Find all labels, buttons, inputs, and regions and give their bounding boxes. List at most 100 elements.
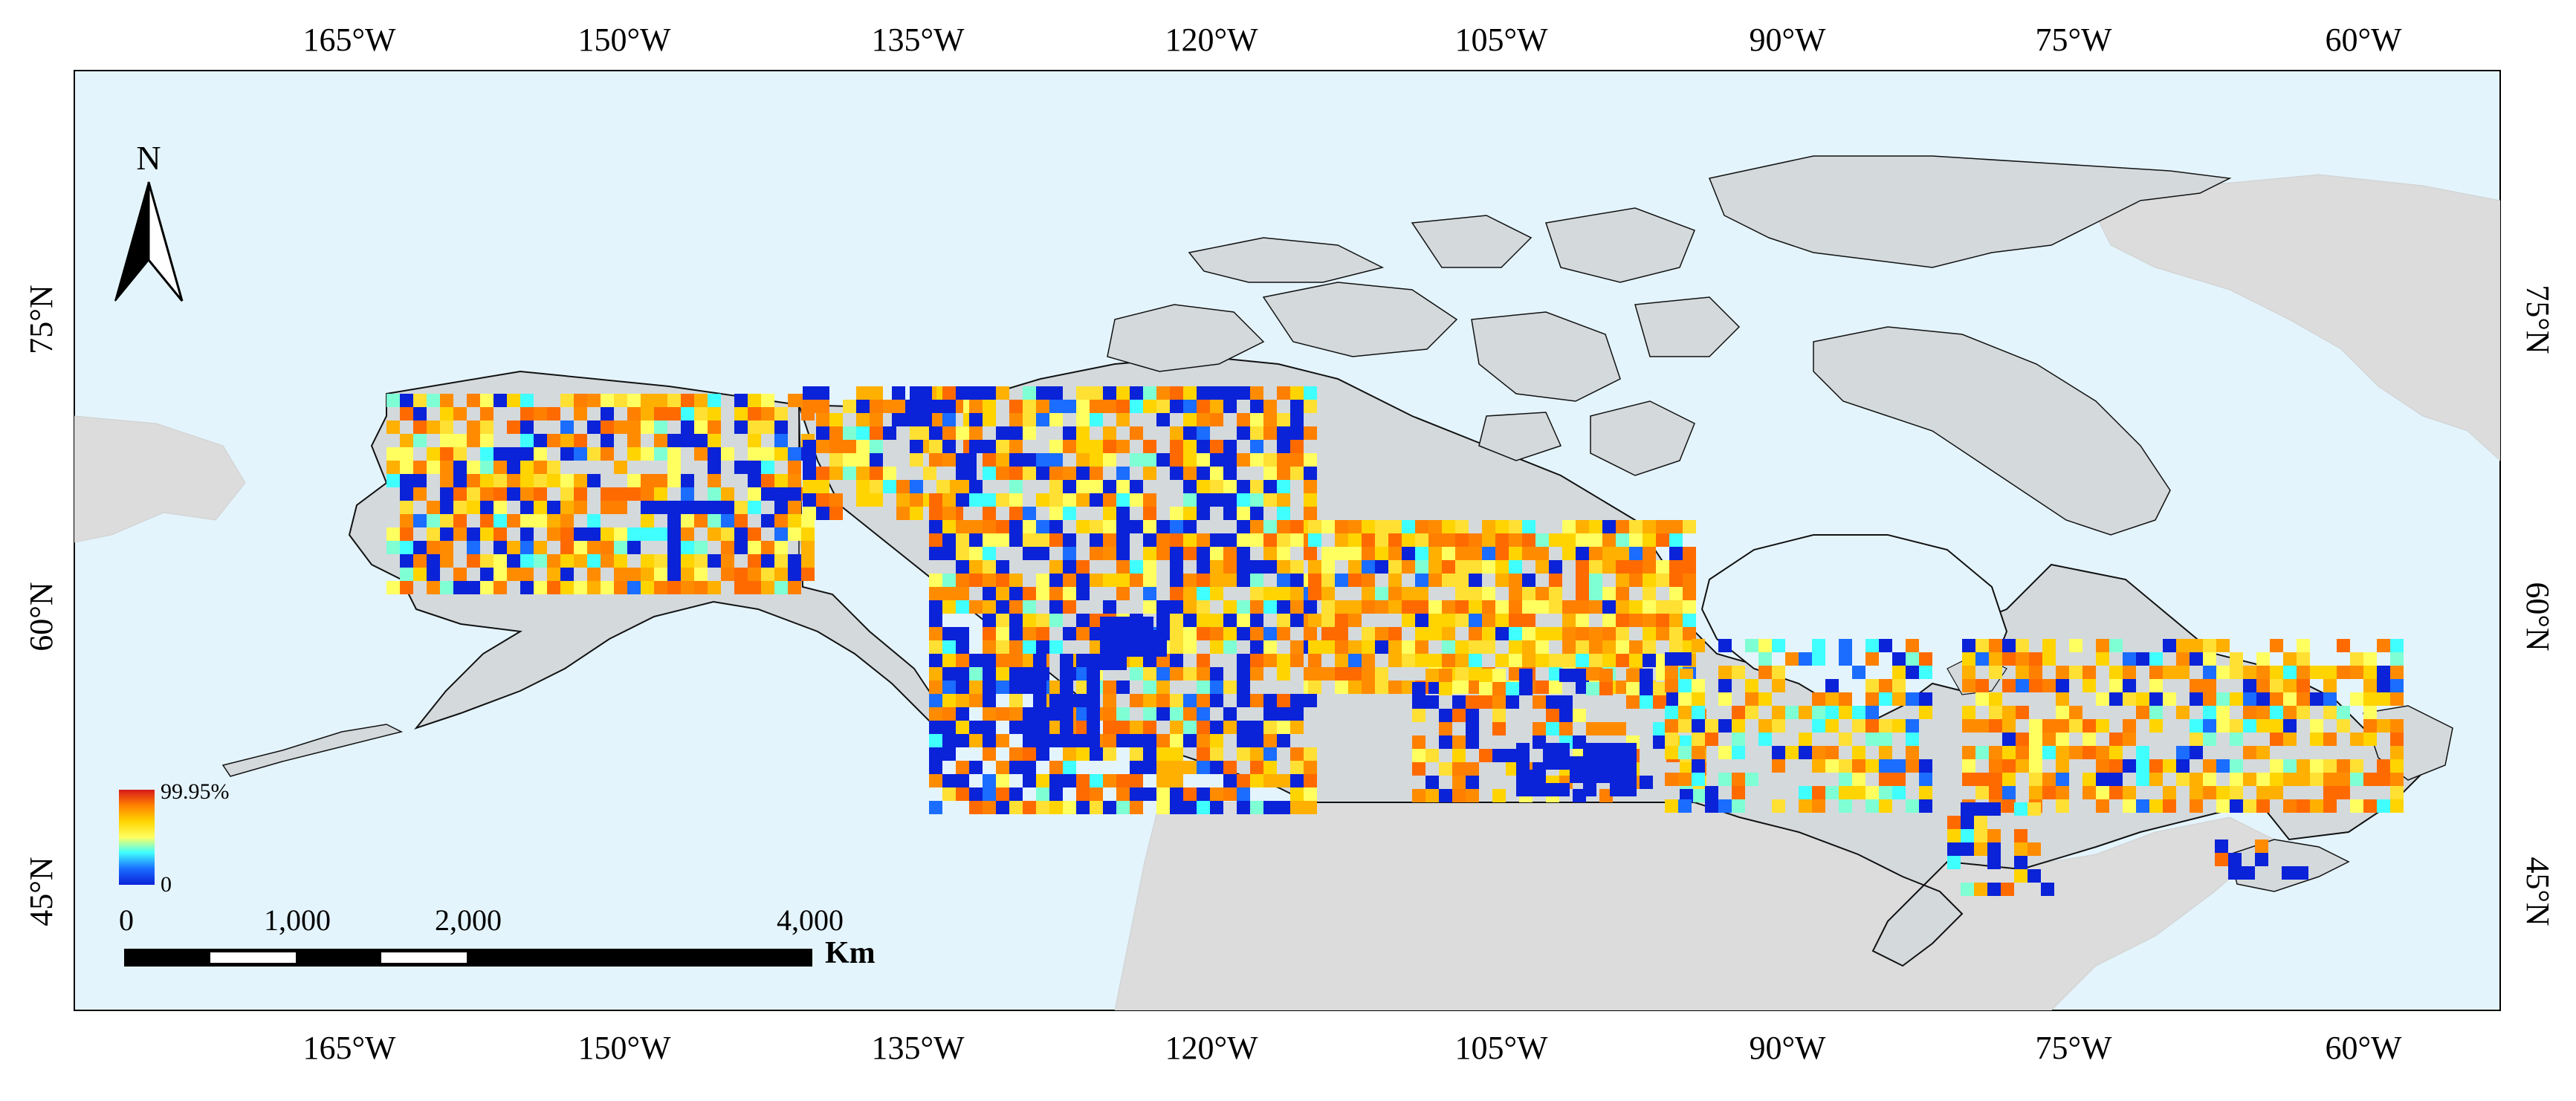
grid-cell bbox=[1533, 722, 1546, 735]
grid-cell bbox=[1277, 694, 1290, 707]
grid-cell bbox=[1678, 799, 1692, 813]
grid-cell bbox=[969, 400, 983, 413]
grid-cell bbox=[1210, 694, 1223, 707]
grid-cell bbox=[1277, 600, 1290, 614]
grid-cell bbox=[1975, 679, 1989, 692]
grid-cell bbox=[1223, 787, 1237, 801]
grid-cell bbox=[1036, 574, 1049, 587]
grid-cell bbox=[1049, 400, 1063, 413]
grid-cell bbox=[427, 501, 440, 514]
grid-cell bbox=[1362, 520, 1375, 533]
grid-cell bbox=[1492, 789, 1506, 802]
grid-cell bbox=[1060, 694, 1073, 707]
grid-cell bbox=[1656, 533, 1669, 547]
grid-cell bbox=[1452, 789, 1466, 802]
grid-cell bbox=[1415, 654, 1428, 667]
grid-cell bbox=[1049, 640, 1063, 654]
grid-cell bbox=[534, 487, 547, 501]
grid-cell bbox=[2256, 799, 2270, 813]
grid-cell bbox=[1975, 773, 1989, 786]
grid-cell bbox=[2337, 706, 2350, 719]
grid-cell bbox=[520, 407, 534, 420]
grid-cell bbox=[1772, 719, 1785, 733]
grid-cell bbox=[574, 541, 587, 554]
grid-cell bbox=[614, 568, 627, 581]
grid-cell bbox=[1237, 574, 1250, 587]
grid-cell bbox=[413, 434, 427, 447]
grid-cell bbox=[681, 541, 694, 554]
grid-cell bbox=[413, 568, 427, 581]
grid-cell bbox=[1263, 734, 1277, 747]
grid-cell bbox=[1509, 627, 1522, 640]
grid-cell bbox=[1263, 654, 1277, 667]
grid-cell bbox=[1522, 600, 1535, 614]
grid-cell bbox=[1130, 654, 1143, 667]
grid-cell bbox=[1466, 735, 1479, 749]
grid-cell bbox=[1237, 413, 1250, 426]
grid-cell bbox=[1156, 761, 1170, 774]
lon-label: 105°W bbox=[1454, 22, 1548, 58]
grid-cell bbox=[1375, 627, 1388, 640]
grid-cell bbox=[1250, 600, 1263, 614]
grid-cell bbox=[1362, 574, 1375, 587]
grid-cell bbox=[1961, 842, 1974, 856]
grid-cell bbox=[2256, 679, 2270, 692]
grid-cell bbox=[2096, 799, 2109, 813]
grid-cell bbox=[1562, 600, 1576, 614]
grid-cell bbox=[1629, 533, 1643, 547]
grid-cell bbox=[1308, 560, 1321, 574]
arctic-island bbox=[1590, 400, 1695, 476]
grid-cell bbox=[1250, 413, 1263, 426]
grid-cell bbox=[1962, 773, 1975, 786]
grid-cell bbox=[2028, 842, 2041, 856]
grid-cell bbox=[1197, 654, 1210, 667]
grid-cell bbox=[788, 487, 801, 501]
grid-cell bbox=[574, 581, 587, 594]
grid-cell bbox=[1799, 746, 1812, 759]
grid-cell bbox=[1250, 520, 1263, 533]
grid-cell bbox=[1263, 453, 1277, 467]
grid-cell bbox=[2283, 799, 2297, 813]
grid-cell bbox=[1455, 600, 1469, 614]
grid-cell bbox=[1170, 694, 1183, 707]
grid-cell bbox=[1989, 639, 2002, 652]
grid-cell bbox=[493, 447, 507, 461]
grid-cell bbox=[1962, 719, 1975, 733]
grid-cell bbox=[1308, 681, 1321, 694]
grid-cell bbox=[1197, 747, 1210, 761]
lat-label: 75°N bbox=[23, 285, 59, 354]
grid-cell bbox=[2149, 773, 2163, 786]
grid-cell bbox=[1455, 681, 1469, 694]
grid-cell bbox=[1678, 692, 1692, 706]
grid-cell bbox=[856, 493, 870, 507]
grid-cell bbox=[1210, 467, 1223, 480]
grid-cell bbox=[2323, 692, 2337, 706]
grid-cell bbox=[1210, 627, 1223, 640]
grid-cell bbox=[1573, 669, 1586, 682]
grid-cell bbox=[654, 420, 667, 434]
grid-cell bbox=[1653, 735, 1666, 749]
grid-cell bbox=[996, 600, 1009, 614]
grid-cell bbox=[983, 587, 996, 600]
grid-cell bbox=[1223, 400, 1237, 413]
grid-cell bbox=[2243, 799, 2256, 813]
grid-cell bbox=[1156, 774, 1170, 787]
grid-cell bbox=[1277, 426, 1290, 440]
grid-cell bbox=[1033, 734, 1046, 747]
grid-cell bbox=[1263, 801, 1277, 814]
grid-cell bbox=[507, 514, 520, 527]
grid-cell bbox=[929, 774, 942, 787]
grid-cell bbox=[1732, 786, 1745, 799]
grid-cell bbox=[1036, 547, 1049, 560]
grid-cell bbox=[1023, 386, 1036, 400]
grid-cell bbox=[440, 581, 453, 594]
grid-cell bbox=[2363, 652, 2377, 666]
grid-cell bbox=[1452, 776, 1466, 789]
grid-cell bbox=[2056, 733, 2069, 746]
grid-cell bbox=[1277, 574, 1290, 587]
grid-cell bbox=[2350, 799, 2363, 813]
grid-cell bbox=[942, 787, 956, 801]
grid-cell bbox=[614, 554, 627, 568]
grid-cell bbox=[1466, 695, 1479, 709]
grid-cell bbox=[1130, 453, 1143, 467]
